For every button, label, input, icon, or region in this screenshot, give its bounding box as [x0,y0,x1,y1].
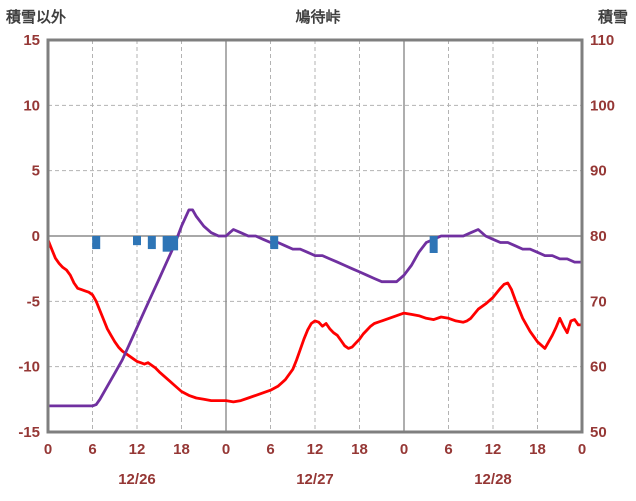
precipitation-bar [147,236,156,250]
left-axis-tick: -5 [27,293,40,310]
chart-title: 鳩待峠 [295,9,341,26]
x-axis-tick: 6 [266,441,274,458]
right-axis-tick: 80 [590,228,607,245]
x-axis-tick: 12 [485,441,502,458]
left-axis-tick: 0 [32,228,40,245]
date-label: 12/27 [296,471,334,488]
right-axis-tick: 60 [590,359,607,376]
left-axis-tick: -10 [18,359,40,376]
x-axis-tick: 0 [44,441,52,458]
x-axis-tick: 18 [173,441,190,458]
right-axis-title: 積雪 [597,9,628,26]
right-axis-tick: 50 [590,424,607,441]
x-axis-tick: 12 [129,441,146,458]
x-axis-tick: 0 [578,441,586,458]
left-axis-tick: 10 [23,97,40,114]
precipitation-bar [92,236,101,250]
precipitation-bar [170,236,179,251]
precipitation-bar [133,236,141,246]
snow-depth-line [46,208,584,408]
x-axis-tick: 6 [88,441,96,458]
temperature-line [46,238,584,404]
left-axis-tick: 5 [32,163,40,180]
left-axis-tick: -15 [18,424,40,441]
date-label: 12/26 [118,471,156,488]
right-axis-tick: 90 [590,163,607,180]
precipitation-bar [162,236,171,252]
x-axis-tick: 18 [529,441,546,458]
right-axis-tick: 70 [590,293,607,310]
precipitation-bar [270,236,279,250]
left-axis-title: 積雪以外 [6,9,67,26]
right-axis-tick: 110 [590,32,614,49]
precipitation-bar [429,236,438,253]
x-axis-tick: 0 [400,441,408,458]
x-axis-tick: 18 [351,441,368,458]
left-axis-tick: 15 [23,32,40,49]
plot-frame [46,38,584,434]
x-axis-tick: 6 [444,441,452,458]
date-label: 12/28 [474,471,512,488]
x-axis-tick: 0 [222,441,230,458]
x-axis-tick: 12 [307,441,324,458]
right-axis-tick: 100 [590,97,615,114]
